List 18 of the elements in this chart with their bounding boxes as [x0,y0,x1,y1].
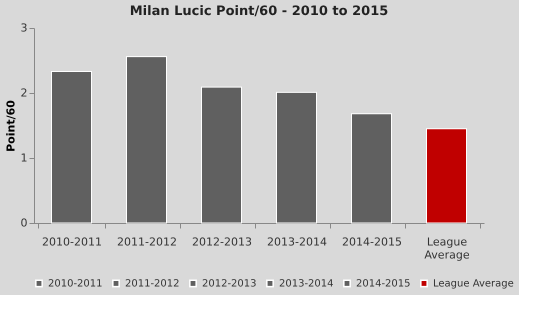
y-tick-label: 0 [20,216,28,230]
legend-label: 2012-2013 [202,278,257,290]
legend-label: 2014-2015 [356,278,411,290]
y-tick-label: 3 [20,22,28,34]
legend-label: League Average [433,278,514,290]
legend-label: 2010-2011 [48,278,103,290]
y-tick-label: 2 [20,86,28,100]
legend-label: 2013-2014 [279,278,334,290]
x-tick-label: 2013-2014 [267,236,327,248]
x-tick-label: League Average [424,236,470,262]
x-tick-label: 2012-2013 [192,236,252,248]
x-tick-label: 2010-2011 [42,236,102,248]
x-tick-label: 2014-2015 [342,236,402,248]
chart-title: Milan Lucic Point/60 - 2010 to 2015 [130,4,388,19]
y-axis-title: Point/60 [4,100,18,152]
x-tick-label: 2011-2012 [117,236,177,248]
y-tick-label: 1 [20,152,28,164]
legend-label: 2011-2012 [125,278,180,290]
